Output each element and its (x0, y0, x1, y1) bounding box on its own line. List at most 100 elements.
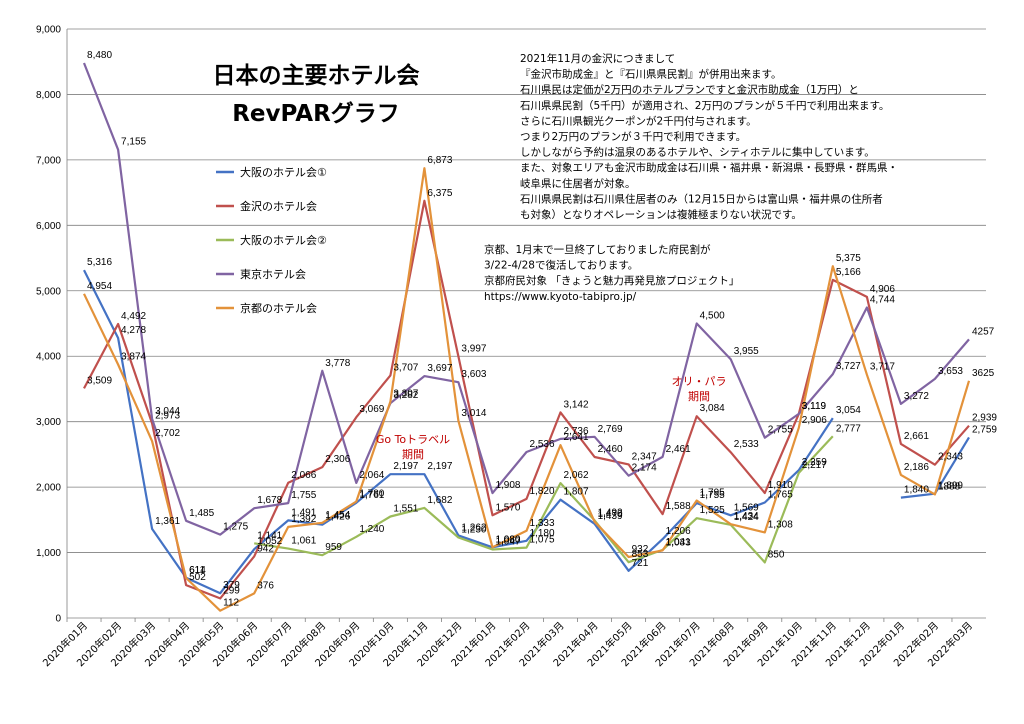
goto-travel-annotation: Go Toトラベル (376, 433, 450, 446)
data-label: 1,392 (291, 514, 316, 525)
data-label: 3,084 (700, 403, 725, 414)
data-label: 850 (768, 549, 785, 560)
note-line: 岐阜県に住居者が対象。 (520, 177, 636, 190)
data-labels: 5,316 4,278 1,361 614 379 1,052 1,491 1,426 1,76… (87, 50, 997, 609)
data-label: 4257 (972, 326, 995, 337)
data-label: 1,761 (359, 490, 384, 501)
y-tick-label: 7,000 (36, 155, 61, 166)
y-tick-label: 5,000 (36, 286, 61, 297)
data-label: 1,439 (598, 511, 623, 522)
data-label: 2,533 (734, 439, 759, 450)
data-label: 2,536 (530, 439, 555, 450)
legend-label: 大阪のホテル会② (240, 233, 327, 247)
chart-subtitle: RevPARグラフ (232, 100, 400, 127)
data-label: 4,744 (870, 295, 895, 306)
data-label: 1,910 (768, 480, 793, 491)
data-label: 2,197 (427, 461, 452, 472)
legend-label: 京都のホテル会 (240, 301, 317, 315)
note-line: 石川県県民割は石川県住居者のみ（12月15日からは富山県・福井県の住所者 (520, 192, 883, 205)
data-label: 2,197 (393, 461, 418, 472)
data-label: 3,653 (938, 366, 963, 377)
data-label: 1,551 (393, 503, 418, 514)
y-tick-label: 3,000 (36, 417, 61, 428)
data-label: 1,262 (461, 522, 486, 533)
olympic-annotation: オリ・パラ (672, 375, 727, 388)
data-label: 1,492 (598, 507, 623, 518)
y-tick-label: 2,000 (36, 483, 61, 494)
chart-title: 日本の主要ホテル会 (213, 62, 420, 89)
goto-period-annotation: 期間 (402, 448, 424, 461)
data-label: 1,682 (427, 495, 452, 506)
data-label: 3,603 (461, 369, 486, 380)
note2-line: 京都、1月末で一旦終了しておりました府民割が (484, 243, 711, 256)
data-label: 3,509 (87, 375, 112, 386)
data-label: 1,240 (359, 524, 384, 535)
data-label: 3,727 (836, 361, 861, 372)
note-line: 石川県県民割（5千円）が適用され、2万円のプランが５千円で利用出来ます。 (520, 99, 889, 112)
data-label: 2,306 (325, 454, 350, 465)
data-label: 1,820 (530, 486, 555, 497)
data-label: 2,702 (155, 428, 180, 439)
data-label: 502 (189, 572, 206, 583)
note2-line: https://www.kyoto-tabipro.jp/ (484, 291, 637, 303)
data-label: 3,119 (802, 401, 827, 412)
data-label: 2,343 (938, 452, 963, 463)
note-line: も対象）となりオペレーションは複雑極まりない状況です。 (520, 208, 802, 221)
data-label: 1,052 (257, 536, 282, 547)
data-label: 1,275 (223, 522, 248, 533)
y-tick-label: 0 (55, 614, 61, 625)
data-label: 1,755 (700, 490, 725, 501)
data-label: 3,142 (564, 399, 589, 410)
note2-line: 京都府民対象 「きょうと魅力再発見旅プロジェクト」 (484, 274, 739, 287)
data-label: 6,375 (427, 188, 452, 199)
note-line: さらに石川県観光クーポンが2千円付与されます。 (520, 114, 757, 127)
data-label: 1,080 (495, 534, 520, 545)
data-label: 3,697 (427, 363, 452, 374)
data-label: 1,780 (359, 489, 384, 500)
data-label: 3,119 (802, 401, 827, 412)
data-label: 8,480 (87, 50, 112, 61)
series-line (82, 62, 970, 536)
data-label: 4,954 (87, 281, 112, 292)
data-label: 299 (223, 585, 240, 596)
notes-kyoto: 京都、1月末で一旦終了しておりました府民割が 3/22-4/28で復活しております… (484, 243, 739, 303)
data-label: 3,044 (155, 406, 180, 417)
data-label: 4,278 (121, 325, 146, 336)
note-line: つまり2万円のプランが３千円で利用できます。 (520, 130, 746, 143)
series-3 (82, 62, 970, 536)
data-label: 932 (632, 544, 649, 555)
data-label: 721 (632, 558, 649, 569)
data-label: 1,230 (461, 525, 486, 536)
data-label: 1,908 (495, 480, 520, 491)
data-label: 3,307 (393, 389, 418, 400)
data-label: 2,066 (291, 470, 316, 481)
data-label: 2,641 (564, 432, 589, 443)
data-label: 1,041 (666, 537, 691, 548)
data-label: 3,014 (461, 408, 486, 419)
data-label: 1,434 (734, 511, 759, 522)
note-line: 石川県民は定価が2万円のホテルプランですと金沢市助成金（1万円）と (520, 83, 859, 96)
data-label: 5,166 (836, 267, 861, 278)
grid-lines (66, 28, 986, 622)
notes-kanazawa: 2021年11月の金沢につきまして『金沢市助成金』と『石川県県民割』が併用出来ま… (520, 52, 898, 221)
note-line: 『金沢市助成金』と『石川県県民割』が併用出来ます。 (520, 68, 781, 81)
data-label: 1,678 (257, 495, 282, 506)
y-tick-label: 4,000 (36, 352, 61, 363)
data-label: 1,570 (495, 502, 520, 513)
y-axis-ticks: 0 1,000 2,000 3,000 4,000 5,000 6,000 7,000 8,00… (36, 25, 61, 625)
data-label: 1888 (938, 481, 961, 492)
olympic-period-annotation: 期間 (688, 390, 710, 403)
data-label: 2,259 (802, 457, 827, 468)
y-tick-label: 8,000 (36, 90, 61, 101)
data-label: 2,186 (904, 462, 929, 473)
data-label: 1,795 (700, 488, 725, 499)
data-label: 1,807 (564, 487, 589, 498)
data-label: 1,470 (598, 509, 623, 520)
data-label: 3,997 (461, 343, 486, 354)
data-label: 7,155 (121, 137, 146, 148)
data-label: 1,141 (257, 530, 282, 541)
data-label: 3625 (972, 368, 995, 379)
data-label: 5,375 (836, 253, 861, 264)
